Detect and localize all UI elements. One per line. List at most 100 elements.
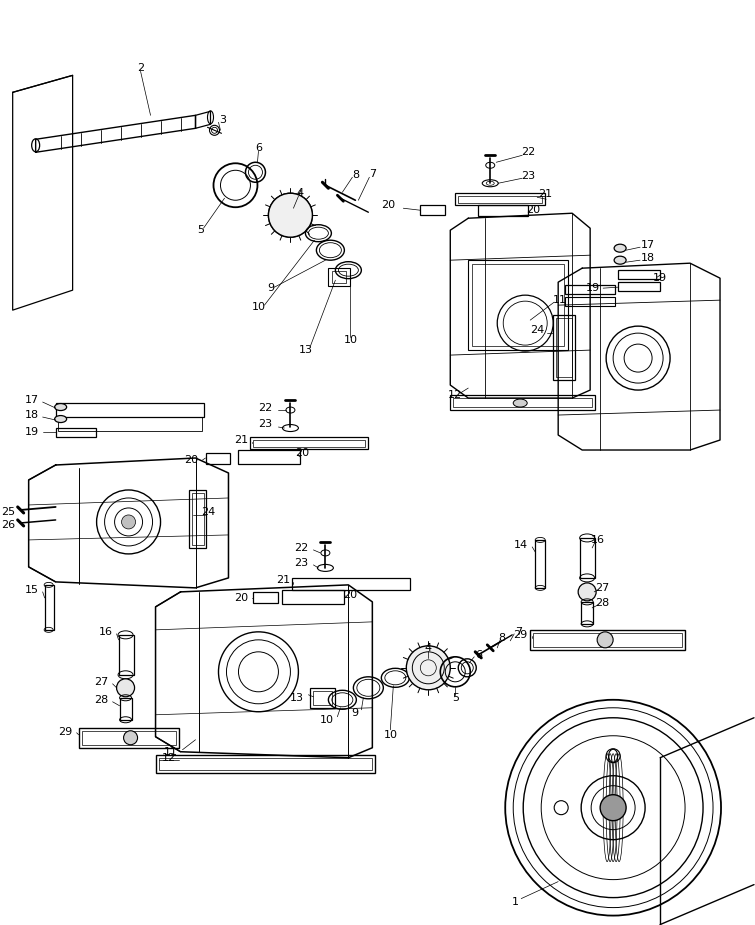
Text: 27: 27 [595, 583, 609, 593]
Bar [56, 428, 96, 437]
Bar [421, 205, 445, 216]
Bar [79, 728, 178, 747]
Circle shape [578, 583, 596, 601]
Bar [310, 688, 335, 708]
Bar [159, 758, 372, 770]
Bar [565, 297, 615, 306]
Ellipse shape [54, 415, 66, 423]
Bar [473, 265, 564, 346]
Text: 2: 2 [137, 63, 144, 73]
Text: 19: 19 [653, 273, 667, 283]
Text: 29: 29 [58, 727, 72, 736]
Text: 23: 23 [294, 558, 308, 568]
Circle shape [116, 679, 134, 697]
Text: 6: 6 [475, 650, 482, 660]
Text: 3: 3 [219, 116, 226, 125]
Text: 24: 24 [530, 325, 544, 335]
Text: 19: 19 [586, 283, 600, 293]
Text: 9: 9 [351, 708, 359, 718]
Text: 13: 13 [289, 693, 304, 703]
Text: 28: 28 [595, 598, 609, 608]
Bar [254, 592, 279, 603]
Text: 29: 29 [513, 630, 527, 640]
Text: 13: 13 [298, 345, 313, 355]
Circle shape [406, 646, 450, 690]
Circle shape [124, 731, 137, 745]
Text: 27: 27 [94, 677, 109, 686]
Bar [156, 755, 375, 772]
Text: 23: 23 [258, 419, 273, 429]
Bar [251, 437, 368, 449]
Bar [189, 490, 207, 548]
Text: 20: 20 [526, 205, 541, 216]
Circle shape [122, 515, 136, 529]
Text: 20: 20 [344, 590, 357, 600]
Text: 4: 4 [297, 189, 304, 198]
Bar [478, 205, 528, 216]
Bar [82, 731, 175, 745]
Text: 12: 12 [448, 390, 462, 400]
Text: 21: 21 [276, 575, 291, 585]
Text: 19: 19 [24, 427, 39, 437]
Bar [328, 268, 350, 286]
Bar [282, 590, 344, 604]
Text: 11: 11 [553, 295, 567, 305]
Bar [455, 193, 545, 205]
Bar [581, 602, 593, 623]
Text: 28: 28 [94, 695, 109, 705]
Text: 4: 4 [425, 643, 432, 653]
Text: 22: 22 [258, 403, 273, 413]
Text: 8: 8 [352, 170, 359, 180]
Ellipse shape [54, 403, 66, 411]
Text: 20: 20 [234, 593, 248, 603]
Circle shape [269, 193, 313, 237]
Text: 20: 20 [381, 200, 396, 210]
Bar [292, 578, 410, 590]
Text: 24: 24 [202, 507, 216, 517]
Bar [254, 440, 365, 447]
Bar [332, 271, 347, 283]
Text: 21: 21 [234, 435, 248, 445]
Bar [535, 540, 545, 588]
Bar [458, 196, 542, 204]
Text: 20: 20 [295, 448, 310, 458]
Bar [57, 417, 202, 431]
Bar [119, 697, 131, 720]
Bar [533, 633, 682, 647]
Bar [565, 285, 615, 294]
Bar [119, 635, 134, 675]
Text: 9: 9 [267, 283, 274, 293]
Text: 10: 10 [384, 730, 397, 740]
Bar [468, 260, 569, 350]
Ellipse shape [614, 256, 626, 265]
Bar [313, 691, 332, 705]
Text: 7: 7 [368, 169, 376, 179]
Text: 7: 7 [515, 627, 522, 636]
Bar [56, 403, 204, 417]
Text: 10: 10 [344, 335, 357, 345]
Text: 14: 14 [514, 540, 528, 550]
Text: 10: 10 [251, 302, 266, 312]
Ellipse shape [614, 244, 626, 253]
Text: 26: 26 [2, 520, 16, 530]
Text: 23: 23 [521, 171, 535, 181]
Bar [618, 270, 660, 279]
Text: 21: 21 [538, 190, 552, 199]
Text: 6: 6 [255, 143, 262, 154]
Text: 5: 5 [197, 225, 204, 235]
Text: 5: 5 [451, 693, 459, 703]
Bar [530, 630, 685, 650]
Bar [450, 395, 595, 410]
Bar [205, 453, 230, 464]
Text: 16: 16 [591, 535, 606, 545]
Circle shape [600, 795, 626, 820]
Text: 15: 15 [25, 585, 39, 595]
Bar [45, 585, 54, 630]
Circle shape [597, 632, 613, 648]
Text: 18: 18 [24, 410, 39, 420]
Bar [580, 538, 595, 578]
Text: 10: 10 [319, 715, 334, 725]
Text: 18: 18 [641, 253, 655, 264]
Bar [553, 315, 575, 380]
Text: 1: 1 [512, 896, 519, 906]
